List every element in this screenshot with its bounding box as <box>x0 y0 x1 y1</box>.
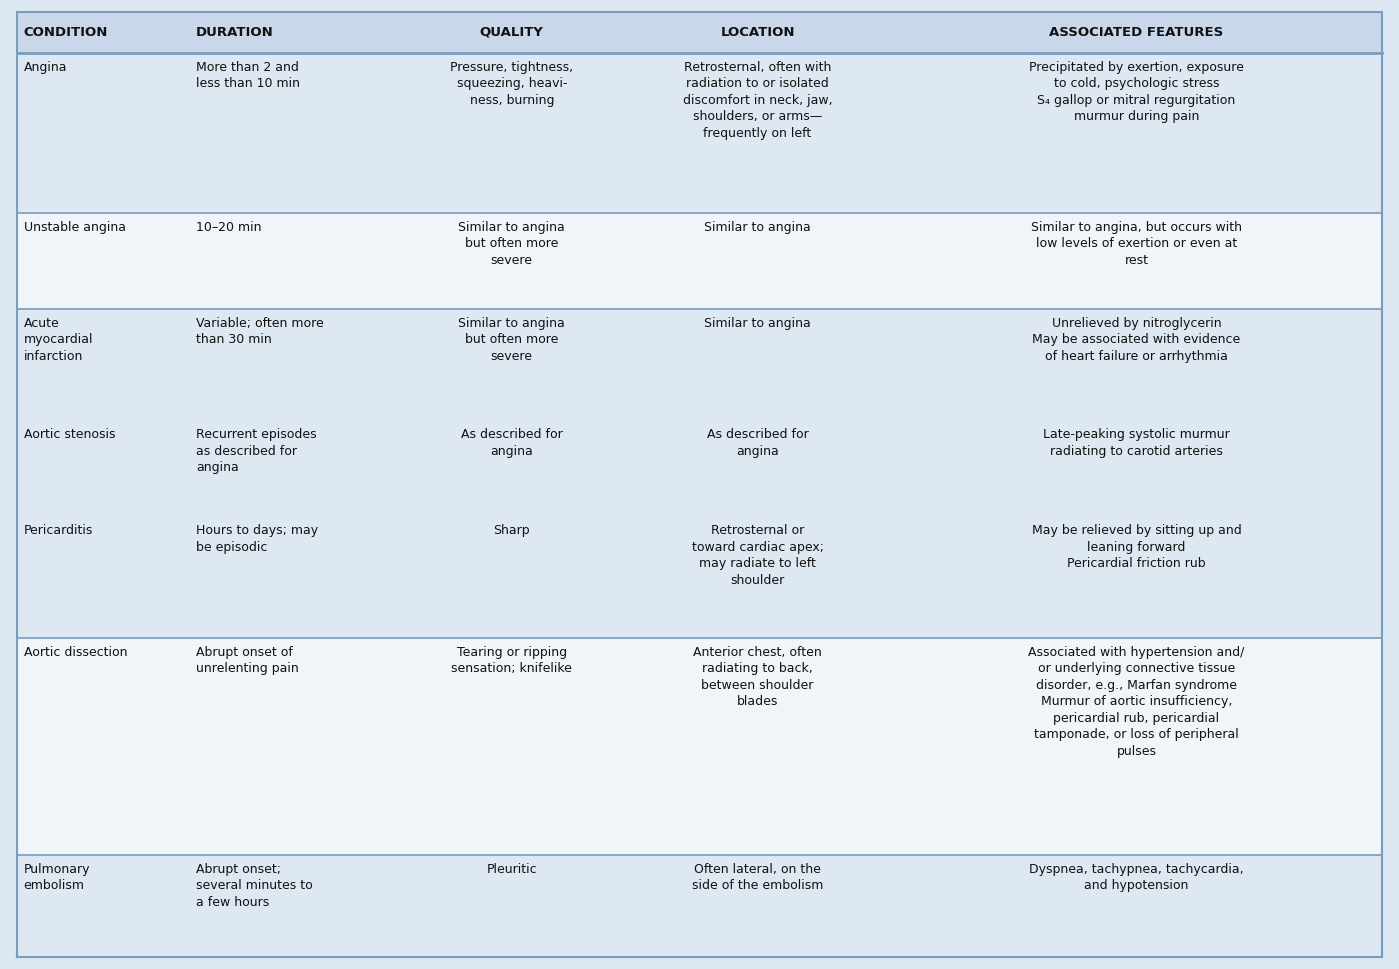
Text: Aortic dissection: Aortic dissection <box>24 645 127 659</box>
Bar <box>17 309 1382 421</box>
Text: Similar to angina: Similar to angina <box>704 221 811 234</box>
Text: As described for
angina: As described for angina <box>706 428 809 457</box>
Text: DURATION: DURATION <box>196 26 274 39</box>
Text: May be relieved by sitting up and
leaning forward
Pericardial friction rub: May be relieved by sitting up and leanin… <box>1031 524 1241 570</box>
Text: Tearing or ripping
sensation; knifelike: Tearing or ripping sensation; knifelike <box>452 645 572 675</box>
Text: QUALITY: QUALITY <box>480 26 544 39</box>
Text: Recurrent episodes
as described for
angina: Recurrent episodes as described for angi… <box>196 428 316 475</box>
Text: Sharp: Sharp <box>494 524 530 537</box>
Text: Angina: Angina <box>24 61 67 74</box>
Text: Abrupt onset;
several minutes to
a few hours: Abrupt onset; several minutes to a few h… <box>196 862 313 909</box>
Text: Similar to angina
but often more
severe: Similar to angina but often more severe <box>459 317 565 362</box>
Text: Pressure, tightness,
squeezing, heavi-
ness, burning: Pressure, tightness, squeezing, heavi- n… <box>450 61 574 107</box>
Text: Pleuritic: Pleuritic <box>487 862 537 876</box>
Text: Acute
myocardial
infarction: Acute myocardial infarction <box>24 317 94 362</box>
Text: Unrelieved by nitroglycerin
May be associated with evidence
of heart failure or : Unrelieved by nitroglycerin May be assoc… <box>1032 317 1241 362</box>
Text: Abrupt onset of
unrelenting pain: Abrupt onset of unrelenting pain <box>196 645 298 675</box>
Text: Often lateral, on the
side of the embolism: Often lateral, on the side of the emboli… <box>693 862 823 892</box>
Bar <box>17 12 1382 53</box>
Text: Dyspnea, tachypnea, tachycardia,
and hypotension: Dyspnea, tachypnea, tachycardia, and hyp… <box>1030 862 1244 892</box>
Bar <box>17 213 1382 309</box>
Text: Precipitated by exertion, exposure
to cold, psychologic stress
S₄ gallop or mitr: Precipitated by exertion, exposure to co… <box>1030 61 1244 123</box>
Bar <box>17 855 1382 957</box>
Text: Associated with hypertension and/
or underlying connective tissue
disorder, e.g.: Associated with hypertension and/ or und… <box>1028 645 1245 758</box>
Text: Pulmonary
embolism: Pulmonary embolism <box>24 862 90 892</box>
Bar <box>17 421 1382 516</box>
Bar <box>17 516 1382 638</box>
Text: Hours to days; may
be episodic: Hours to days; may be episodic <box>196 524 318 553</box>
Text: Unstable angina: Unstable angina <box>24 221 126 234</box>
Text: Late-peaking systolic murmur
radiating to carotid arteries: Late-peaking systolic murmur radiating t… <box>1044 428 1230 457</box>
Text: Retrosternal or
toward cardiac apex;
may radiate to left
shoulder: Retrosternal or toward cardiac apex; may… <box>691 524 824 586</box>
Text: As described for
angina: As described for angina <box>460 428 562 457</box>
Bar <box>17 53 1382 213</box>
Text: Anterior chest, often
radiating to back,
between shoulder
blades: Anterior chest, often radiating to back,… <box>693 645 821 708</box>
Text: 10–20 min: 10–20 min <box>196 221 262 234</box>
Text: Similar to angina
but often more
severe: Similar to angina but often more severe <box>459 221 565 266</box>
Text: Variable; often more
than 30 min: Variable; often more than 30 min <box>196 317 323 346</box>
Text: ASSOCIATED FEATURES: ASSOCIATED FEATURES <box>1049 26 1224 39</box>
Text: Pericarditis: Pericarditis <box>24 524 92 537</box>
Text: Similar to angina: Similar to angina <box>704 317 811 329</box>
Text: LOCATION: LOCATION <box>720 26 795 39</box>
Text: More than 2 and
less than 10 min: More than 2 and less than 10 min <box>196 61 299 90</box>
Text: CONDITION: CONDITION <box>24 26 108 39</box>
Bar <box>17 638 1382 855</box>
Text: Retrosternal, often with
radiation to or isolated
discomfort in neck, jaw,
shoul: Retrosternal, often with radiation to or… <box>683 61 832 140</box>
Text: Similar to angina, but occurs with
low levels of exertion or even at
rest: Similar to angina, but occurs with low l… <box>1031 221 1242 266</box>
Text: Aortic stenosis: Aortic stenosis <box>24 428 115 441</box>
